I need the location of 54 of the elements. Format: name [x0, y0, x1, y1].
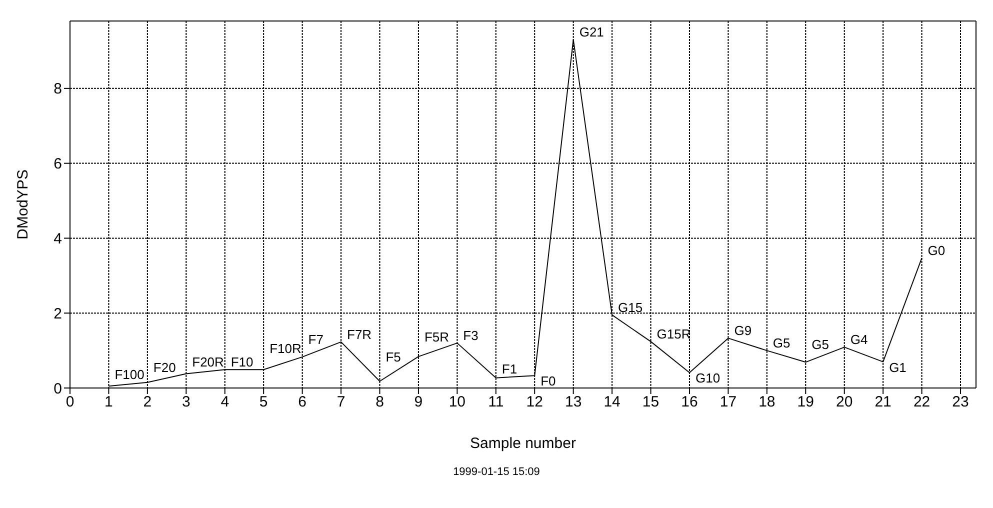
- text: 1999-01-15 15:09: [452, 466, 541, 478]
- x-tick-label: 22: [913, 394, 930, 411]
- annotation: F20: [153, 360, 176, 375]
- x-tick-label: 6: [298, 394, 306, 411]
- annotation: F10R: [270, 340, 302, 356]
- x-tick-label: 2: [143, 394, 152, 411]
- annotation: G21: [579, 24, 604, 40]
- x-tick-label: 5: [259, 394, 268, 411]
- annotation: F100: [114, 367, 144, 382]
- x-tick-label: 16: [681, 394, 698, 411]
- x-tick-label: 20: [836, 394, 853, 411]
- y-tick-label: 0: [54, 380, 62, 398]
- x-tick-label: 1: [104, 394, 113, 411]
- annotation: F5R: [424, 330, 450, 345]
- x-tick-label: 23: [952, 394, 969, 411]
- x-tick-label: 15: [642, 394, 660, 411]
- x-tick-label: 4: [220, 394, 230, 411]
- annotation: G15R: [656, 326, 691, 342]
- annotation: F7: [308, 332, 324, 347]
- x-tick-label: 21: [874, 394, 892, 411]
- x-tick-label: 14: [604, 394, 620, 411]
- x-tick-label: 17: [720, 394, 737, 411]
- annotation: G5: [812, 337, 829, 352]
- x-tick-label: 18: [758, 394, 776, 411]
- y-tick-label: 8: [54, 80, 62, 98]
- annotation: G1: [889, 360, 906, 375]
- annotation: F0: [540, 374, 556, 389]
- x-tick-label: 3: [182, 394, 190, 411]
- annotation: F10: [230, 354, 254, 370]
- annotation: F3: [463, 328, 478, 344]
- annotation: G15: [618, 300, 643, 315]
- x-tick-label: 19: [797, 394, 814, 411]
- annotation: G9: [734, 323, 752, 338]
- annotation: F7R: [347, 326, 372, 342]
- x-tick-label: 12: [526, 394, 543, 411]
- x-tick-label: 9: [414, 394, 423, 411]
- annotation: G10: [695, 370, 720, 386]
- x-tick-label: 7: [336, 394, 346, 411]
- annotation: G0: [928, 243, 946, 258]
- y-tick-label: 2: [54, 305, 62, 322]
- x-tick-label: 0: [66, 394, 74, 411]
- x-axis-title: Sample number: [470, 435, 576, 452]
- x-tick-label: 11: [488, 394, 504, 411]
- x-tick-label: 10: [448, 394, 466, 411]
- y-tick-label: 4: [54, 230, 62, 248]
- x-tick-label: 13: [564, 394, 582, 411]
- annotation: F1: [502, 361, 518, 376]
- y-axis-title: DModYPS: [14, 169, 32, 240]
- annotation: F20R: [192, 354, 224, 370]
- y-tick-label: 6: [54, 156, 62, 173]
- x-tick-label: 8: [376, 394, 384, 411]
- annotation: G5: [772, 336, 790, 351]
- annotation: F5: [386, 350, 401, 365]
- annotation: G4: [850, 332, 868, 348]
